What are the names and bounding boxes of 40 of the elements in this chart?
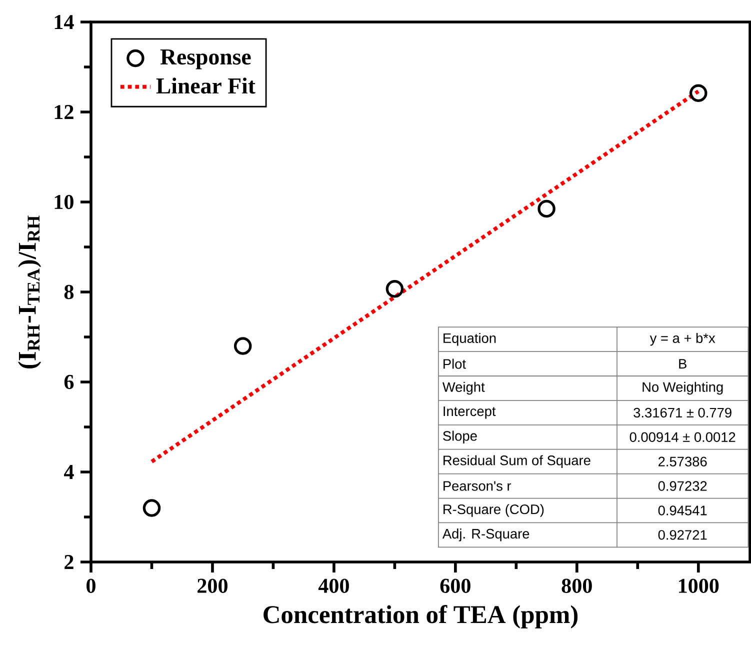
annotation: y = a + b*x (650, 332, 716, 346)
y-tick-label: 4 (64, 465, 74, 479)
annotation: Plot (444, 358, 466, 369)
y-tick-label: 10 (54, 194, 74, 210)
x-tick-label: 600 (440, 578, 470, 593)
annotation: Residual Sum of Square (444, 455, 590, 468)
annotation: Pearson's r (444, 481, 512, 491)
point (538, 200, 556, 218)
y-tick-label: 12 (54, 105, 74, 119)
y-tick-label: 2 (64, 555, 74, 569)
annotation: Equation (444, 332, 496, 346)
annotation: Slope (443, 430, 477, 444)
annotation: R-Square (COD) (444, 504, 544, 517)
point (386, 280, 404, 298)
annotation: 3.31671 ± 0.779 (634, 408, 732, 418)
annotation: Intercept (444, 406, 496, 419)
point (142, 499, 161, 517)
y-tick-label: 6 (64, 374, 74, 390)
annotation: 0.92721 (658, 530, 707, 540)
annotation: B (679, 359, 686, 368)
point (690, 84, 708, 102)
y-axis-title: (I$_{RH}$-I$_{TEA}$)/I$_{RH}$ (18, 216, 42, 368)
annotation: 0.97232 (658, 481, 707, 491)
point (234, 337, 252, 355)
x-tick-label: 200 (198, 578, 228, 593)
annotation: Adj. R-Square (442, 528, 530, 542)
legend-label: Linear Fit (156, 78, 256, 94)
x-tick-label: 800 (562, 578, 592, 593)
annotation: 0.94541 (658, 506, 707, 516)
annotation: No Weighting (642, 382, 723, 395)
y-tick-label: 8 (64, 284, 74, 300)
x-tick-label: 400 (318, 578, 349, 593)
y-tick-label: 14 (54, 15, 74, 29)
x-tick-label: 1000 (678, 578, 719, 593)
annotation: 0.00914 ± 0.0012 (630, 432, 736, 442)
x-axis-title: Concentration of TEA (ppm) (264, 605, 578, 628)
annotation: 2.57386 (658, 456, 707, 466)
legend-label: Response (160, 49, 251, 70)
annotation: Weight (442, 382, 485, 395)
x-tick-label: 0 (86, 578, 96, 593)
